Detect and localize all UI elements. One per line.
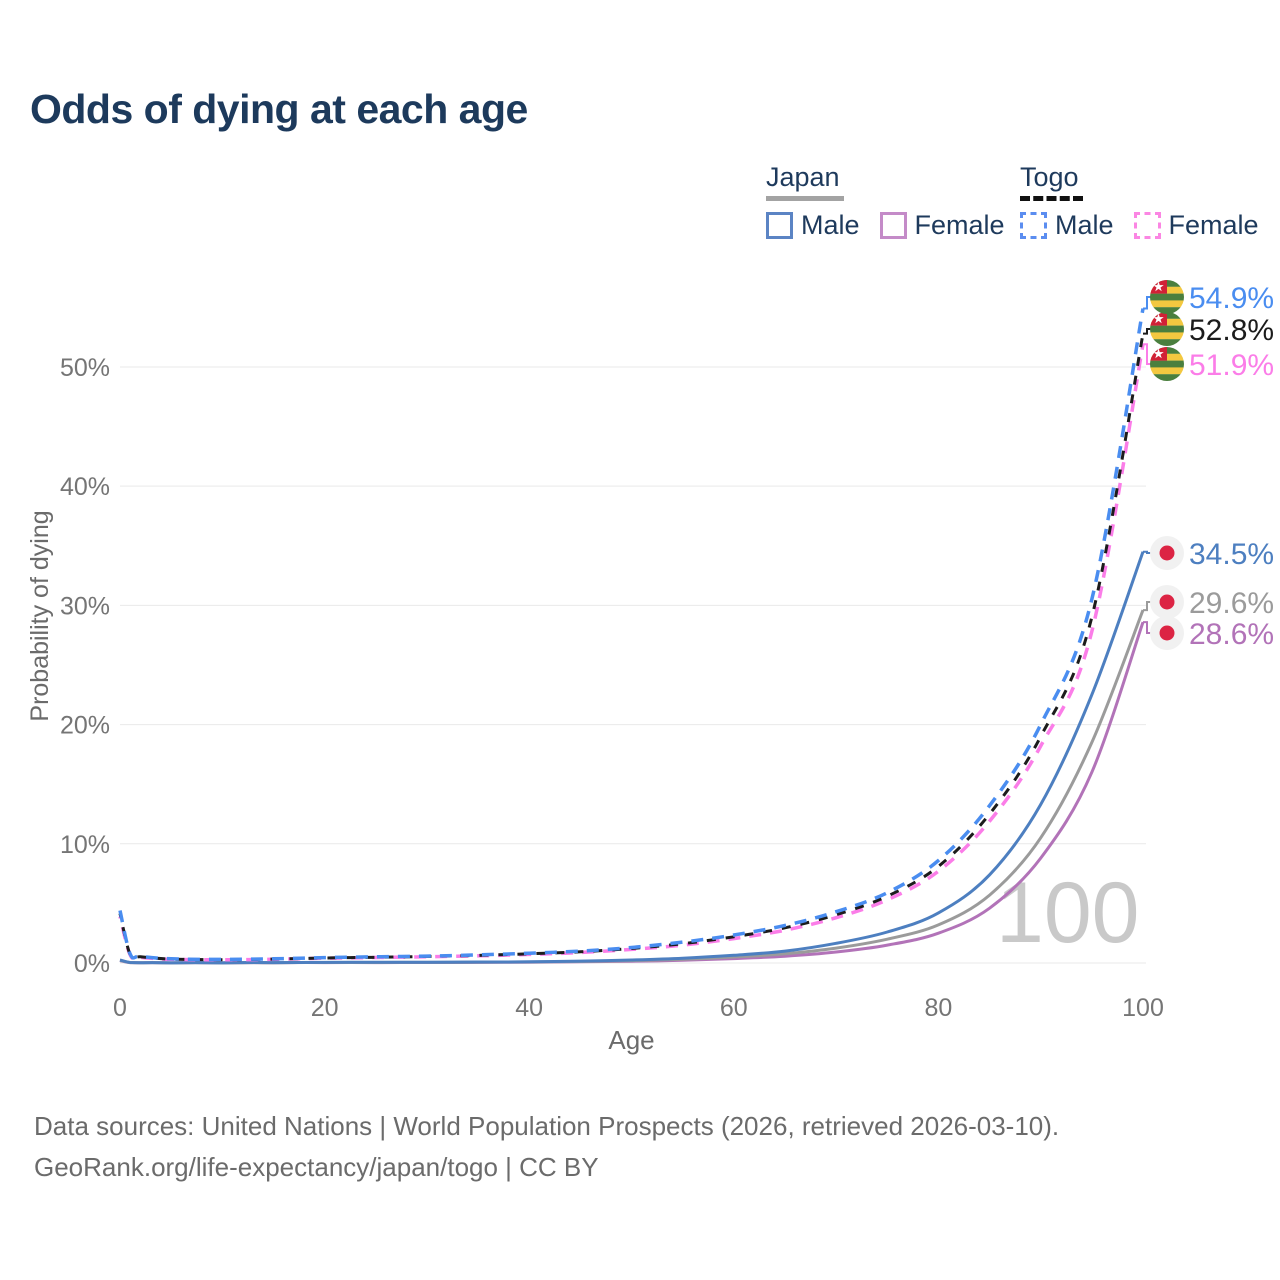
y-tick-label: 40% (60, 473, 110, 501)
label-connector-japan-combined (1143, 601, 1151, 612)
label-connector-togo-male (1143, 296, 1151, 310)
series-line-togo-male[interactable] (118, 308, 1145, 962)
legend-label-japan-female: Female (914, 210, 1005, 240)
end-label-value-japan-male: 34.5% (1189, 538, 1274, 571)
y-axis-title: Probability of dying (26, 510, 54, 721)
y-tick-label: 30% (60, 592, 110, 620)
chart-title: Odds of dying at each age (30, 86, 528, 132)
end-label-value-japan-combined: 29.6% (1189, 587, 1274, 620)
legend-label-togo-female: Female (1168, 210, 1259, 240)
end-label-togo-male: 54.9% (1150, 280, 1274, 315)
togo-flag-icon (1150, 347, 1184, 381)
x-axis-title: Age (608, 1025, 654, 1055)
y-tick-label: 20% (60, 712, 110, 740)
x-tick-label: 100 (1122, 994, 1164, 1022)
legend-group-togo: Togo Male Female (1020, 162, 1259, 241)
legend-items-togo: Male Female (1020, 210, 1259, 241)
x-tick-label: 40 (515, 994, 543, 1022)
series-line-japan-female[interactable] (119, 621, 1145, 965)
y-tick-label: 0% (74, 950, 110, 978)
footer-attribution: GeoRank.org/life-expectancy/japan/togo |… (34, 1152, 599, 1182)
y-tick-label: 50% (60, 354, 110, 382)
series-line-japan-male[interactable] (119, 551, 1145, 965)
x-tick-label: 80 (924, 994, 952, 1022)
footer: Data sources: United Nations | World Pop… (34, 1106, 1059, 1188)
age-counter-watermark: 100 (996, 865, 1140, 961)
x-tick-label: 60 (720, 994, 748, 1022)
legend-item-togo-female[interactable]: Female (1133, 210, 1259, 241)
x-tick-label: 20 (311, 994, 339, 1022)
label-connector-japan-male (1143, 550, 1151, 554)
footer-data-sources: Data sources: United Nations | World Pop… (34, 1111, 1060, 1141)
legend-heading-togo: Togo (1020, 162, 1083, 201)
series-line-togo-female[interactable] (118, 343, 1145, 962)
togo-flag-icon (1150, 280, 1184, 314)
series-line-togo-combined[interactable] (118, 333, 1145, 962)
end-label-value-japan-female: 28.6% (1189, 618, 1274, 651)
label-connector-togo-female (1143, 343, 1151, 365)
label-connector-japan-female (1143, 621, 1151, 634)
japan-female-swatch (879, 212, 907, 239)
legend-item-togo-male[interactable]: Male (1020, 210, 1114, 241)
togo-female-swatch (1133, 212, 1161, 239)
japan-flag-sun (1159, 625, 1175, 641)
togo-flag-icon (1150, 312, 1184, 346)
japan-male-swatch (766, 212, 793, 239)
y-tick-label: 10% (60, 831, 110, 859)
end-label-value-togo-male: 54.9% (1189, 282, 1274, 315)
legend-label-togo-male: Male (1055, 210, 1114, 240)
end-label-value-togo-combined: 52.8% (1189, 314, 1274, 347)
x-tick-label: 0 (113, 994, 127, 1022)
end-label-japan-male: 34.5% (1150, 536, 1274, 571)
end-label-value-togo-female: 51.9% (1189, 349, 1274, 382)
legend-label-japan-male: Male (801, 210, 860, 240)
japan-flag-sun (1159, 594, 1175, 610)
legend-heading-japan: Japan (766, 162, 844, 201)
end-label-togo-female: 51.9% (1150, 347, 1274, 382)
end-label-japan-female: 28.6% (1150, 616, 1274, 651)
togo-male-swatch (1020, 212, 1047, 239)
japan-flag-sun (1159, 545, 1175, 561)
legend-items-japan: Male Female (766, 210, 1005, 241)
end-label-japan-combined: 29.6% (1150, 585, 1274, 620)
legend-item-japan-male[interactable]: Male (766, 210, 860, 241)
label-connector-togo-combined (1143, 328, 1151, 335)
legend-group-japan: Japan Male Female (766, 162, 1005, 241)
legend-item-japan-female[interactable]: Female (879, 210, 1005, 241)
end-label-togo-combined: 52.8% (1150, 312, 1274, 347)
